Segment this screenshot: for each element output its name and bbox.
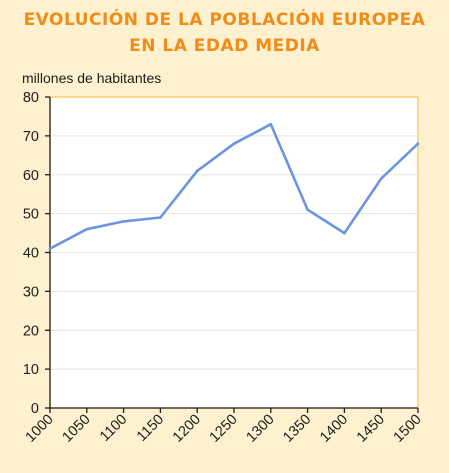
x-tick-label-1500: 1500 <box>391 412 425 446</box>
series <box>48 122 420 250</box>
y-tick-label-70: 70 <box>23 129 39 145</box>
y-tick-label-20: 20 <box>23 323 39 339</box>
data-point-1400 <box>343 231 346 235</box>
chart-title-line-1: EVOLUCIÓN DE LA POBLACIÓN EUROPEA <box>23 10 426 30</box>
data-point-1500 <box>416 142 420 145</box>
y-tick-label-30: 30 <box>23 284 39 300</box>
grid-lines <box>50 135 418 370</box>
data-point-1050 <box>85 227 89 231</box>
chart-title-line-2: EN LA EDAD MEDIA <box>129 36 320 56</box>
data-point-1000 <box>48 247 52 250</box>
y-tick-label-50: 50 <box>23 207 39 223</box>
x-tick-label-1000: 1000 <box>23 412 57 446</box>
y-tick-label-80: 80 <box>23 90 39 106</box>
data-point-1300 <box>269 122 273 126</box>
y-tick-label-60: 60 <box>23 168 39 184</box>
x-tick-label-1350: 1350 <box>280 412 314 446</box>
x-tick-label-1200: 1200 <box>170 412 204 446</box>
y-tick-label-0: 0 <box>31 401 39 417</box>
data-point-1350 <box>306 208 309 212</box>
x-tick-label-1150: 1150 <box>134 412 167 445</box>
data-point-1200 <box>195 169 199 173</box>
x-tick-label-1450: 1450 <box>354 412 388 446</box>
y-tick-labels: 0 10 20 30 40 50 60 70 80 <box>23 90 39 417</box>
data-point-1450 <box>379 177 383 180</box>
x-tick-label-1050: 1050 <box>59 412 93 446</box>
x-tick-label-1250: 1250 <box>207 412 241 446</box>
x-tick-label-1300: 1300 <box>243 412 277 446</box>
x-tick-label-1400: 1400 <box>317 412 351 446</box>
y-axis-label: millones de habitantes <box>22 70 162 86</box>
y-tick-label-40: 40 <box>23 246 39 262</box>
data-point-1100 <box>122 220 125 223</box>
x-tick-label-1100: 1100 <box>97 412 130 445</box>
axes <box>45 96 419 413</box>
data-point-1150 <box>159 216 162 219</box>
data-point-1250 <box>232 142 236 145</box>
y-tick-label-10: 10 <box>23 362 39 378</box>
x-tick-labels: 1000 1050 1100 1150 1200 1250 1300 1350 1400 1450… <box>23 412 425 446</box>
